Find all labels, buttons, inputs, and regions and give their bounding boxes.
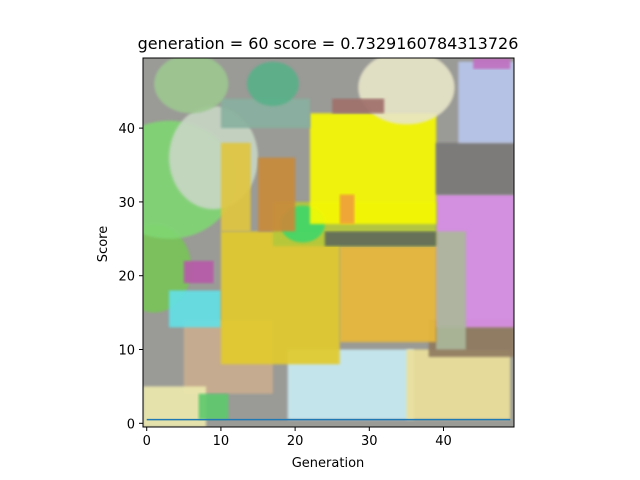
image-block xyxy=(220,231,340,365)
image-block xyxy=(258,157,296,232)
image-block xyxy=(473,58,511,70)
y-tick-label: 20 xyxy=(118,270,135,285)
image-block xyxy=(143,386,207,427)
image-block xyxy=(406,349,511,420)
chart-title: generation = 60 score = 0.73291607843137… xyxy=(138,34,519,53)
image-block xyxy=(143,224,192,313)
image-block xyxy=(220,142,251,232)
y-tick-label: 30 xyxy=(118,196,135,211)
image-block xyxy=(436,231,466,350)
image-block xyxy=(154,58,229,114)
x-axis: 0 10 20 30 40 xyxy=(143,427,452,449)
image-block xyxy=(309,113,437,225)
image-block xyxy=(458,61,514,143)
y-tick-label: 0 xyxy=(127,417,135,432)
x-tick-label: 40 xyxy=(435,434,452,449)
y-axis: 0 10 20 30 40 xyxy=(118,122,143,432)
image-canvas xyxy=(143,58,514,427)
y-tick-label: 40 xyxy=(118,122,135,137)
plot-frame xyxy=(142,57,515,428)
image-block xyxy=(339,246,437,343)
image-block xyxy=(198,393,229,420)
image-block xyxy=(246,61,299,106)
image-block xyxy=(339,194,355,225)
x-tick-label: 0 xyxy=(143,434,151,449)
image-block xyxy=(168,290,221,328)
image-block xyxy=(183,260,214,284)
x-axis-label: Generation xyxy=(292,456,365,471)
y-tick-label: 10 xyxy=(118,344,135,359)
image-block xyxy=(332,98,385,114)
x-tick-label: 10 xyxy=(213,434,230,449)
image-block xyxy=(324,231,437,247)
x-tick-label: 20 xyxy=(287,434,304,449)
y-axis-label: Score xyxy=(96,226,111,262)
x-tick-label: 30 xyxy=(361,434,378,449)
image-block xyxy=(436,142,514,195)
